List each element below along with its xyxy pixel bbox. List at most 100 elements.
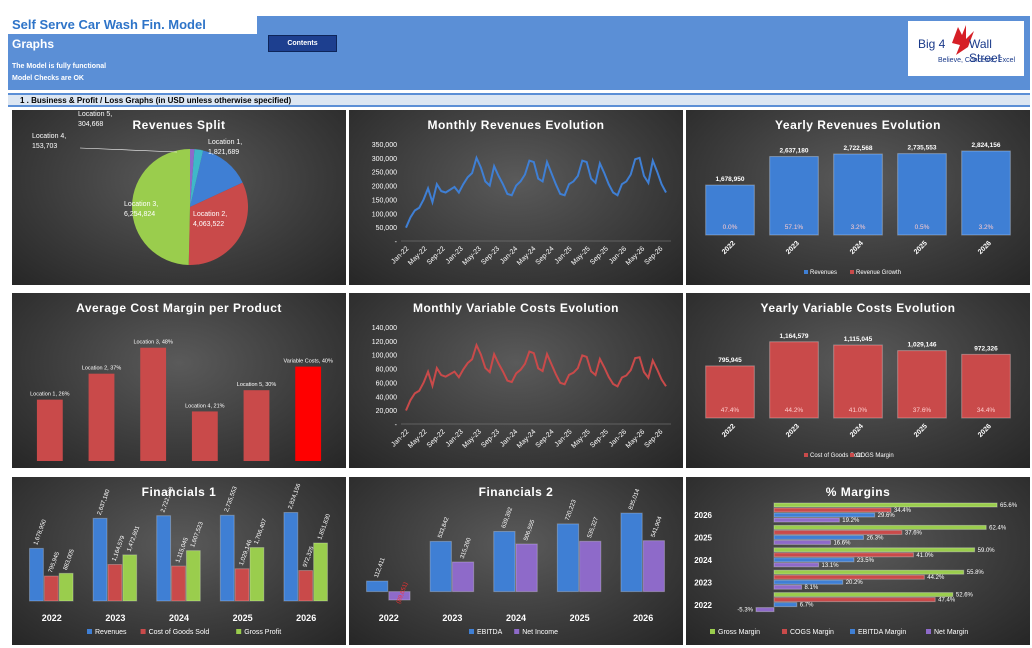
pct-label: 0.0% bbox=[723, 224, 738, 231]
legend-label: Gross Profit bbox=[244, 629, 281, 636]
bar bbox=[366, 580, 389, 593]
bar bbox=[493, 530, 516, 593]
data-label: 795,945 bbox=[718, 357, 742, 364]
bar bbox=[556, 523, 580, 593]
y-tick-label: 250,000 bbox=[372, 170, 397, 177]
x-tick-label: May-25 bbox=[570, 428, 592, 450]
data-label: Variable Costs, 40% bbox=[283, 359, 333, 365]
x-tick-label: 2023 bbox=[105, 613, 125, 623]
x-tick-label: 2024 bbox=[169, 613, 189, 623]
data-label: 1,678,950 bbox=[33, 518, 48, 546]
legend-label: Revenues bbox=[95, 629, 127, 636]
data-label: 506,555 bbox=[523, 519, 536, 542]
legend-label: Gross Margin bbox=[718, 629, 760, 636]
bar bbox=[515, 543, 538, 593]
legend-label: COGS Margin bbox=[856, 453, 894, 459]
legend-swatch bbox=[514, 629, 520, 634]
pie-data-label: 304,668 bbox=[78, 121, 103, 128]
y-tick-label: 120,000 bbox=[372, 339, 397, 346]
yearly-revenues-panel: Yearly Revenues Evolution 1,678,950 0.0% 2… bbox=[686, 110, 1030, 285]
yearly-var-costs-panel: Yearly Variable Costs Evolution 795,945 4… bbox=[686, 293, 1030, 468]
x-tick-label: 2024 bbox=[849, 240, 865, 256]
x-tick-label: 2023 bbox=[785, 240, 801, 256]
legend-swatch bbox=[850, 629, 855, 634]
bar bbox=[88, 373, 115, 461]
data-label: 1,164,579 bbox=[780, 333, 809, 340]
x-tick-label: 2024 bbox=[849, 423, 865, 439]
pie-slice bbox=[188, 182, 249, 265]
monthly-revenues-panel: Monthly Revenues Evolution - 50,000 100,00… bbox=[349, 110, 683, 285]
bar bbox=[191, 411, 218, 461]
legend-label: COGS Margin bbox=[790, 629, 834, 636]
data-label: 1,029,146 bbox=[908, 342, 937, 349]
pie-data-label: Location 5, bbox=[78, 111, 112, 118]
pct-label: 44.2% bbox=[785, 407, 804, 414]
bar bbox=[620, 512, 643, 593]
bar bbox=[961, 150, 1011, 236]
bar bbox=[773, 574, 925, 580]
data-label: 19.2% bbox=[842, 518, 860, 524]
data-label: 2,735,553 bbox=[224, 485, 239, 513]
revenues-split-panel: Revenues Split Location 1, 1,821,689 Loca… bbox=[12, 110, 346, 285]
data-label: 59.0% bbox=[978, 548, 996, 554]
legend-swatch bbox=[926, 629, 931, 634]
legend-label: Cost of Goods Sold bbox=[810, 453, 862, 459]
x-tick-label: May-23 bbox=[462, 245, 484, 267]
data-label: 2,637,180 bbox=[780, 148, 809, 155]
x-tick-label: Sep-22 bbox=[426, 245, 447, 266]
bar bbox=[773, 539, 831, 545]
x-tick-label: 2024 bbox=[506, 613, 526, 623]
y-tick-label: - bbox=[395, 239, 398, 246]
bar bbox=[58, 572, 74, 602]
bar bbox=[219, 514, 235, 602]
data-label: 8.1% bbox=[805, 585, 819, 591]
y-tick-label: 2023 bbox=[694, 578, 712, 587]
y-tick-label: 100,000 bbox=[372, 211, 397, 218]
pie-data-label: 6,254,824 bbox=[124, 211, 155, 218]
bar bbox=[773, 597, 936, 603]
bar bbox=[107, 564, 123, 602]
pct-label: 37.6% bbox=[913, 407, 932, 414]
bar bbox=[773, 529, 903, 535]
x-tick-label: 2025 bbox=[570, 613, 590, 623]
legend-label: Net Margin bbox=[934, 629, 968, 636]
x-tick-label: May-24 bbox=[516, 245, 538, 267]
bar bbox=[388, 591, 411, 601]
y-tick-label: 80,000 bbox=[376, 367, 398, 374]
pie-slice bbox=[190, 150, 243, 207]
data-label: 37.6% bbox=[905, 530, 923, 536]
legend-label: EBITDA bbox=[477, 629, 503, 636]
y-tick-label: 200,000 bbox=[372, 184, 397, 191]
contents-button[interactable]: Contents bbox=[268, 35, 337, 52]
bar bbox=[773, 584, 803, 590]
x-tick-label: May-25 bbox=[570, 245, 592, 267]
y-tick-label: 350,000 bbox=[372, 142, 397, 149]
bar bbox=[961, 353, 1011, 419]
data-label: 1,706,407 bbox=[254, 517, 269, 545]
monthly-var-costs-panel: Monthly Variable Costs Evolution - 20,000… bbox=[349, 293, 683, 468]
data-label: 1,115,045 bbox=[844, 336, 873, 343]
bar bbox=[773, 512, 876, 518]
bar bbox=[171, 565, 186, 602]
x-tick-label: Sep-25 bbox=[589, 428, 610, 449]
chart-title: Yearly Variable Costs Evolution bbox=[760, 301, 956, 315]
bar bbox=[122, 554, 138, 602]
x-tick-label: 2025 bbox=[913, 240, 929, 256]
bar bbox=[897, 153, 947, 236]
pie-slice bbox=[131, 149, 190, 265]
x-tick-label: 2025 bbox=[913, 423, 929, 439]
bar bbox=[755, 607, 775, 613]
data-label: 41.0% bbox=[916, 553, 934, 559]
avg-cost-margin-panel: Average Cost Margin per Product Location… bbox=[12, 293, 346, 468]
data-label: 47.4% bbox=[938, 598, 956, 604]
data-label: 52.6% bbox=[956, 593, 974, 599]
data-label: 16.6% bbox=[833, 540, 851, 546]
data-label: Location 5, 30% bbox=[237, 382, 277, 388]
pie-slice bbox=[190, 149, 204, 207]
bar bbox=[773, 507, 892, 513]
legend-swatch bbox=[850, 270, 854, 274]
bar bbox=[185, 550, 201, 602]
bar bbox=[298, 570, 314, 602]
data-label: 639,392 bbox=[501, 506, 514, 529]
x-tick-label: 2023 bbox=[442, 613, 462, 623]
